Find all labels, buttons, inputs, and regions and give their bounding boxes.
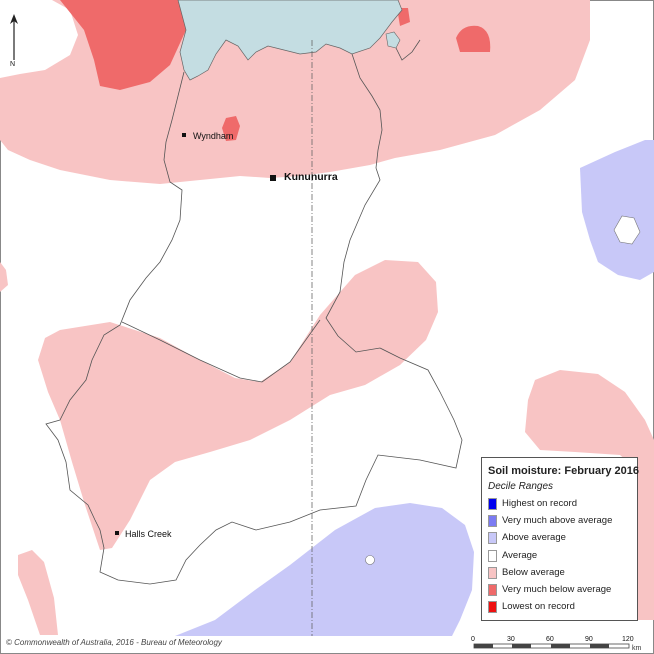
legend-label: Above average <box>502 532 566 544</box>
legend-label: Below average <box>502 566 565 578</box>
legend-label: Average <box>502 549 538 561</box>
legend-label: Very much above average <box>502 515 613 527</box>
town-label-halls-creek: Halls Creek <box>125 529 172 539</box>
legend: Soil moisture: February 2016 Decile Rang… <box>481 457 639 621</box>
sea-bay-east <box>385 31 401 49</box>
region-boundaries <box>45 39 463 585</box>
below-average-region-west-edge <box>0 262 8 292</box>
above-average-region-east <box>580 140 654 280</box>
sea-area <box>177 0 403 81</box>
town-marker-kununurra <box>270 175 276 181</box>
very-much-below-region-northeast <box>456 25 491 52</box>
scale-tick-0: 0 <box>471 636 475 643</box>
legend-swatch <box>488 532 497 545</box>
legend-swatch <box>488 566 497 579</box>
legend-subtitle: Decile Ranges <box>488 481 554 492</box>
legend-swatch <box>488 549 497 562</box>
boundary-central <box>121 319 321 383</box>
scale-tick-120: 120 <box>622 636 634 643</box>
scale-tick-90: 90 <box>585 636 593 643</box>
town-marker-wyndham <box>182 133 186 137</box>
north-arrow-label: N <box>10 61 15 68</box>
above-average-region-south <box>175 503 474 636</box>
below-average-region-east <box>525 370 654 620</box>
scale-tick-30: 30 <box>507 636 515 643</box>
very-much-below-region-wyndham <box>222 116 240 141</box>
scale-bar: 0 30 60 90 120 <box>471 636 634 649</box>
legend-label: Highest on record <box>502 498 577 509</box>
legend-swatch <box>488 601 497 614</box>
legend-title: Soil moisture: February 2016 <box>488 465 639 477</box>
town-label-wyndham: Wyndham <box>193 131 233 141</box>
legend-label: Very much below average <box>502 584 612 595</box>
scale-unit: km <box>632 645 642 652</box>
boundary-coastline-north <box>395 39 421 61</box>
average-patch-north <box>0 0 78 78</box>
legend-swatch <box>488 584 497 596</box>
below-average-region-southwest <box>18 550 58 635</box>
town-label-kununurra: Kununurra <box>284 171 338 183</box>
scale-tick-60: 60 <box>546 636 554 643</box>
town-marker-halls-creek <box>115 531 119 535</box>
legend-label: Lowest on record <box>502 601 575 613</box>
north-arrow-icon: N <box>10 14 18 68</box>
below-average-region-central <box>38 260 438 550</box>
average-dot-south <box>365 555 375 565</box>
boundary-west-catchment <box>45 71 463 585</box>
copyright-text: © Commonwealth of Australia, 2016 - Bure… <box>6 638 222 647</box>
very-much-below-region-northwest <box>60 0 186 90</box>
average-hole-east <box>613 215 641 245</box>
legend-swatch <box>488 515 497 528</box>
legend-swatch <box>488 498 497 510</box>
boundary-coastline-east <box>351 53 383 169</box>
